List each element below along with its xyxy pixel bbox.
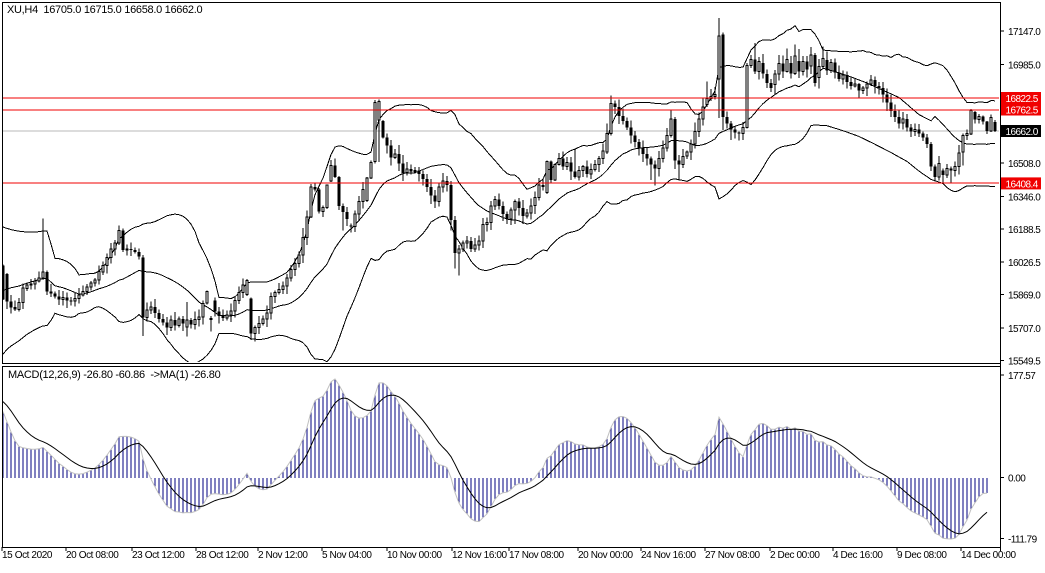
svg-text:16508.0: 16508.0: [1008, 159, 1041, 170]
svg-text:17 Nov 08:00: 17 Nov 08:00: [509, 550, 565, 561]
svg-text:16026.5: 16026.5: [1008, 258, 1041, 269]
svg-text:177.57: 177.57: [1008, 371, 1036, 382]
svg-text:28 Oct 12:00: 28 Oct 12:00: [196, 550, 249, 561]
svg-text:17147.0: 17147.0: [1008, 27, 1041, 38]
svg-text:16188.5: 16188.5: [1008, 225, 1041, 236]
svg-text:12 Nov 16:00: 12 Nov 16:00: [452, 550, 508, 561]
svg-text:MACD(12,26,9) -26.80 -60.86 -: MACD(12,26,9) -26.80 -60.86 ->MA(1) -26.…: [8, 369, 221, 381]
svg-text:15869.0: 15869.0: [1008, 291, 1041, 302]
svg-text:20 Oct 08:00: 20 Oct 08:00: [66, 550, 119, 561]
svg-text:14 Dec 00:00: 14 Dec 00:00: [961, 550, 1017, 561]
svg-text:16346.0: 16346.0: [1008, 192, 1041, 203]
svg-text:23 Oct 12:00: 23 Oct 12:00: [132, 550, 185, 561]
svg-text:16762.5: 16762.5: [1006, 106, 1039, 117]
svg-text:16662.0: 16662.0: [1006, 127, 1039, 138]
svg-text:16822.5: 16822.5: [1006, 94, 1039, 105]
svg-text:16408.4: 16408.4: [1006, 179, 1039, 190]
svg-text:0.00: 0.00: [1008, 474, 1026, 485]
svg-text:2 Nov 12:00: 2 Nov 12:00: [258, 550, 308, 561]
svg-text:15549.5: 15549.5: [1008, 357, 1041, 368]
svg-text:5 Nov 04:00: 5 Nov 04:00: [322, 550, 372, 561]
svg-text:XU,H4 16705.0 16715.0 16658.0: XU,H4 16705.0 16715.0 16658.0 16662.0: [7, 4, 203, 16]
svg-text:10 Nov 00:00: 10 Nov 00:00: [387, 550, 443, 561]
svg-text:15 Oct 2020: 15 Oct 2020: [2, 550, 53, 561]
svg-text:27 Nov 08:00: 27 Nov 08:00: [705, 550, 761, 561]
svg-text:4 Dec 16:00: 4 Dec 16:00: [833, 550, 883, 561]
svg-text:-111.79: -111.79: [1008, 535, 1038, 546]
svg-text:15707.0: 15707.0: [1008, 324, 1041, 335]
svg-text:9 Dec 08:00: 9 Dec 08:00: [897, 550, 947, 561]
svg-text:20 Nov 00:00: 20 Nov 00:00: [578, 550, 634, 561]
svg-text:16985.0: 16985.0: [1008, 61, 1041, 72]
svg-text:24 Nov 16:00: 24 Nov 16:00: [641, 550, 697, 561]
svg-text:2 Dec 00:00: 2 Dec 00:00: [770, 550, 820, 561]
